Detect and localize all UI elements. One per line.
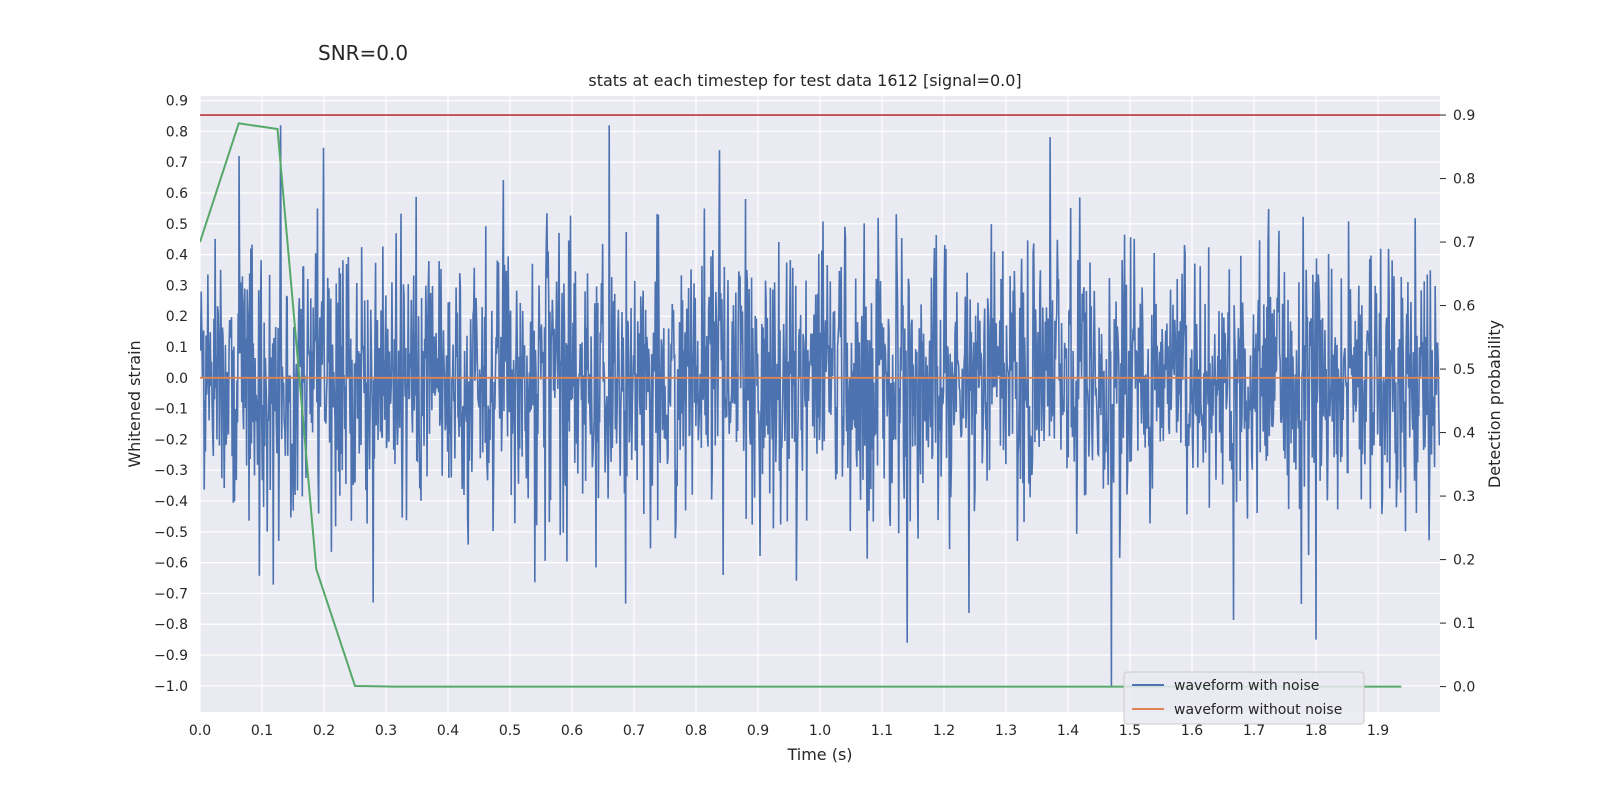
- y-right-tick-label: 0.0: [1453, 680, 1475, 696]
- y-left-tick-label: −0.5: [154, 525, 188, 541]
- y-left-tick-label: 0.8: [166, 124, 188, 140]
- x-tick-label: 0.9: [747, 723, 769, 739]
- x-tick-label: 1.5: [1119, 723, 1141, 739]
- y-left-tick-label: 0.3: [166, 278, 188, 294]
- y-right-axis-ticks: 0.9 0.8 0.7 0.6 0.5 0.4 0.3 0.2 0.1 0.0: [1440, 108, 1475, 696]
- y-left-tick-label: −0.1: [154, 402, 188, 418]
- x-axis-ticks: 0.0 0.1 0.2 0.3 0.4 0.5 0.6 0.7 0.8 0.9 1.0 1.1 1.2 1…: [189, 723, 1389, 739]
- legend-label-clean: waveform without noise: [1174, 702, 1342, 718]
- y-left-tick-label: 0.4: [166, 248, 188, 264]
- y-left-tick-label: −1.0: [154, 679, 188, 695]
- y-left-tick-label: −0.2: [154, 432, 188, 448]
- series-group: [200, 114, 1440, 688]
- x-tick-label: 0.8: [685, 723, 707, 739]
- y-right-tick-label: 0.3: [1453, 489, 1475, 505]
- y-right-tick-label: 0.7: [1453, 235, 1475, 251]
- x-tick-label: 1.6: [1181, 723, 1203, 739]
- y-left-tick-label: −0.8: [154, 617, 188, 633]
- y-left-axis-ticks: 0.9 0.8 0.7 0.6 0.5 0.4 0.3 0.2 0.1 0.0 −0.1 −0.2 −0…: [154, 94, 188, 695]
- y-left-tick-label: 0.9: [166, 94, 188, 110]
- x-tick-label: 1.3: [995, 723, 1017, 739]
- x-tick-label: 0.4: [437, 723, 459, 739]
- series-waveform-with-noise: [200, 125, 1440, 686]
- legend: waveform with noise waveform without noi…: [1123, 671, 1365, 725]
- x-tick-label: 0.1: [251, 723, 273, 739]
- x-tick-label: 1.2: [933, 723, 955, 739]
- x-axis-label: Time (s): [786, 745, 852, 764]
- x-tick-label: 1.1: [871, 723, 893, 739]
- y-left-tick-label: 0.6: [166, 186, 188, 202]
- x-tick-label: 0.7: [623, 723, 645, 739]
- x-tick-label: 0.3: [375, 723, 397, 739]
- chart-title: stats at each timestep for test data 161…: [588, 71, 1021, 90]
- y-left-tick-label: −0.9: [154, 648, 188, 664]
- x-tick-label: 1.7: [1243, 723, 1265, 739]
- x-tick-label: 0.6: [561, 723, 583, 739]
- y-left-tick-label: −0.7: [154, 586, 188, 602]
- suptitle: SNR=0.0: [318, 41, 408, 65]
- legend-label-noise: waveform with noise: [1174, 678, 1319, 694]
- y-right-tick-label: 0.6: [1453, 299, 1475, 315]
- y-left-axis-label: Whitened strain: [125, 340, 144, 467]
- x-tick-label: 0.2: [313, 723, 335, 739]
- y-left-tick-label: −0.3: [154, 463, 188, 479]
- x-tick-label: 1.8: [1305, 723, 1327, 739]
- y-left-tick-label: 0.1: [166, 340, 188, 356]
- y-right-axis-label: Detection probability: [1485, 320, 1504, 488]
- y-right-tick-label: 0.9: [1453, 108, 1475, 124]
- legend-box: [1123, 671, 1365, 725]
- y-right-tick-label: 0.2: [1453, 553, 1475, 569]
- x-tick-label: 1.4: [1057, 723, 1079, 739]
- y-left-tick-label: 0.0: [166, 371, 188, 387]
- y-left-tick-label: 0.5: [166, 217, 188, 233]
- y-right-tick-label: 0.8: [1453, 172, 1475, 188]
- y-left-tick-label: 0.7: [166, 155, 188, 171]
- y-right-tick-label: 0.5: [1453, 362, 1475, 378]
- y-right-tick-label: 0.1: [1453, 616, 1475, 632]
- y-left-tick-label: −0.4: [154, 494, 188, 510]
- x-tick-label: 0.5: [499, 723, 521, 739]
- y-left-tick-label: 0.2: [166, 309, 188, 325]
- y-right-tick-label: 0.4: [1453, 426, 1475, 442]
- x-tick-label: 0.0: [189, 723, 211, 739]
- y-left-tick-label: −0.6: [154, 556, 188, 572]
- x-tick-label: 1.9: [1367, 723, 1389, 739]
- x-tick-label: 1.0: [809, 723, 831, 739]
